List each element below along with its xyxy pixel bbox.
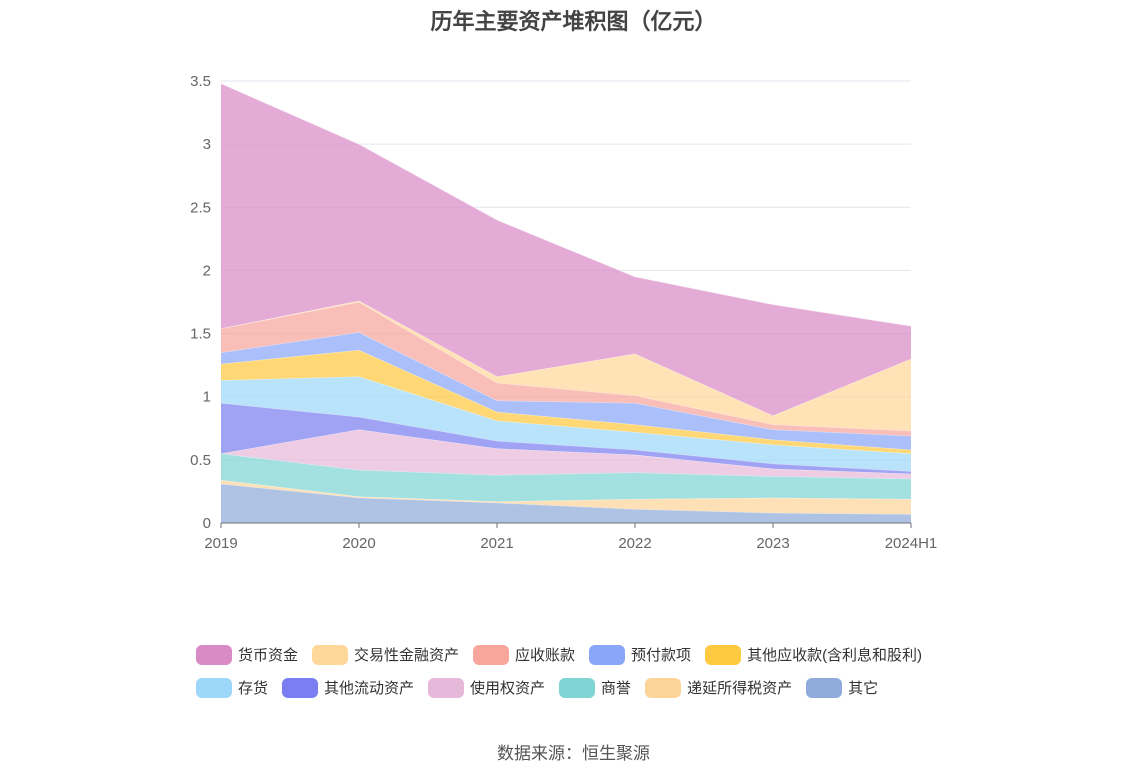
legend-label: 商誉 xyxy=(601,680,632,697)
area-series-货币资金[interactable] xyxy=(221,83,911,416)
area-series-其它[interactable] xyxy=(221,483,911,523)
legend-row-1: 货币资金 交易性金融资产 应收账款 预付款项 其他应收款(含利息和股利) xyxy=(196,638,996,671)
axes: 0 0.5 1 1.5 2 2.5 3 3.5 2019 2020 2021 2022 2023 2024… xyxy=(190,73,937,552)
x-tick-label: 2019 xyxy=(204,535,237,552)
x-tick-label: 2024H1 xyxy=(885,535,938,552)
legend-label: 存货 xyxy=(238,680,269,697)
legend-swatch xyxy=(473,644,510,665)
y-tick-label: 3.5 xyxy=(190,73,211,90)
legend-item[interactable]: 递延所得税资产 xyxy=(645,677,792,698)
y-tick-label: 1 xyxy=(203,389,211,406)
legend-item[interactable]: 应收账款 xyxy=(473,644,575,665)
legend-label: 递延所得税资产 xyxy=(687,680,793,697)
legend-item[interactable]: 交易性金融资产 xyxy=(312,644,459,665)
legend-item[interactable]: 商誉 xyxy=(559,677,631,698)
x-tick-label: 2022 xyxy=(618,535,651,552)
area-series xyxy=(220,83,912,523)
legend: 货币资金 交易性金融资产 应收账款 预付款项 其他应收款(含利息和股利) 存货 其他流动资… xyxy=(196,638,996,704)
legend-label: 其他流动资产 xyxy=(324,680,415,697)
legend-swatch xyxy=(559,677,596,698)
area-series-使用权资产[interactable] xyxy=(221,429,911,479)
legend-swatch xyxy=(196,644,232,665)
legend-label: 其它 xyxy=(848,680,879,697)
legend-swatch xyxy=(428,677,465,698)
legend-item[interactable]: 其他应收款(含利息和股利) xyxy=(705,644,922,665)
area-series-预付款项[interactable] xyxy=(221,332,911,450)
area-series-交易性金融资产[interactable] xyxy=(221,300,911,431)
y-tick-label: 0.5 xyxy=(190,452,211,469)
area-series-商誉[interactable] xyxy=(221,453,911,502)
legend-label: 使用权资产 xyxy=(470,680,546,697)
area-series-应收账款[interactable] xyxy=(221,302,911,436)
legend-item[interactable]: 其他流动资产 xyxy=(282,677,414,698)
area-series-其他应收款(含利息和股利)[interactable] xyxy=(221,349,911,454)
legend-swatch xyxy=(645,677,682,698)
legend-label: 应收账款 xyxy=(515,647,576,664)
legend-swatch xyxy=(806,677,843,698)
legend-label: 其他应收款(含利息和股利) xyxy=(747,647,923,664)
legend-swatch xyxy=(312,644,349,665)
legend-swatch xyxy=(589,644,626,665)
area-series-递延所得税资产[interactable] xyxy=(221,480,911,515)
area-edge-货币资金 xyxy=(220,83,912,327)
area-series-存货[interactable] xyxy=(221,376,911,472)
y-tick-label: 0 xyxy=(203,515,211,532)
legend-swatch xyxy=(705,644,742,665)
y-tick-label: 1.5 xyxy=(190,326,211,343)
legend-label: 货币资金 xyxy=(238,647,299,664)
chart-title: 历年主要资产堆积图（亿元） xyxy=(430,9,717,34)
y-tick-label: 2.5 xyxy=(190,199,211,216)
legend-swatch xyxy=(282,677,319,698)
legend-swatch xyxy=(196,677,232,698)
x-tick-label: 2023 xyxy=(756,535,789,552)
legend-row-2: 存货 其他流动资产 使用权资产 商誉 递延所得税资产 其它 xyxy=(196,671,996,704)
y-tick-label: 3 xyxy=(203,136,211,153)
legend-item[interactable]: 其它 xyxy=(806,677,878,698)
legend-label: 交易性金融资产 xyxy=(354,647,460,664)
legend-item[interactable]: 存货 xyxy=(196,677,268,698)
legend-item[interactable]: 使用权资产 xyxy=(428,677,545,698)
x-tick-label: 2020 xyxy=(342,535,375,552)
legend-item[interactable]: 货币资金 xyxy=(196,644,298,665)
legend-label: 预付款项 xyxy=(631,647,692,664)
data-source: 数据来源：恒生聚源 xyxy=(497,744,650,763)
y-tick-label: 2 xyxy=(203,262,211,279)
x-tick-label: 2021 xyxy=(480,535,513,552)
legend-item[interactable]: 预付款项 xyxy=(589,644,691,665)
